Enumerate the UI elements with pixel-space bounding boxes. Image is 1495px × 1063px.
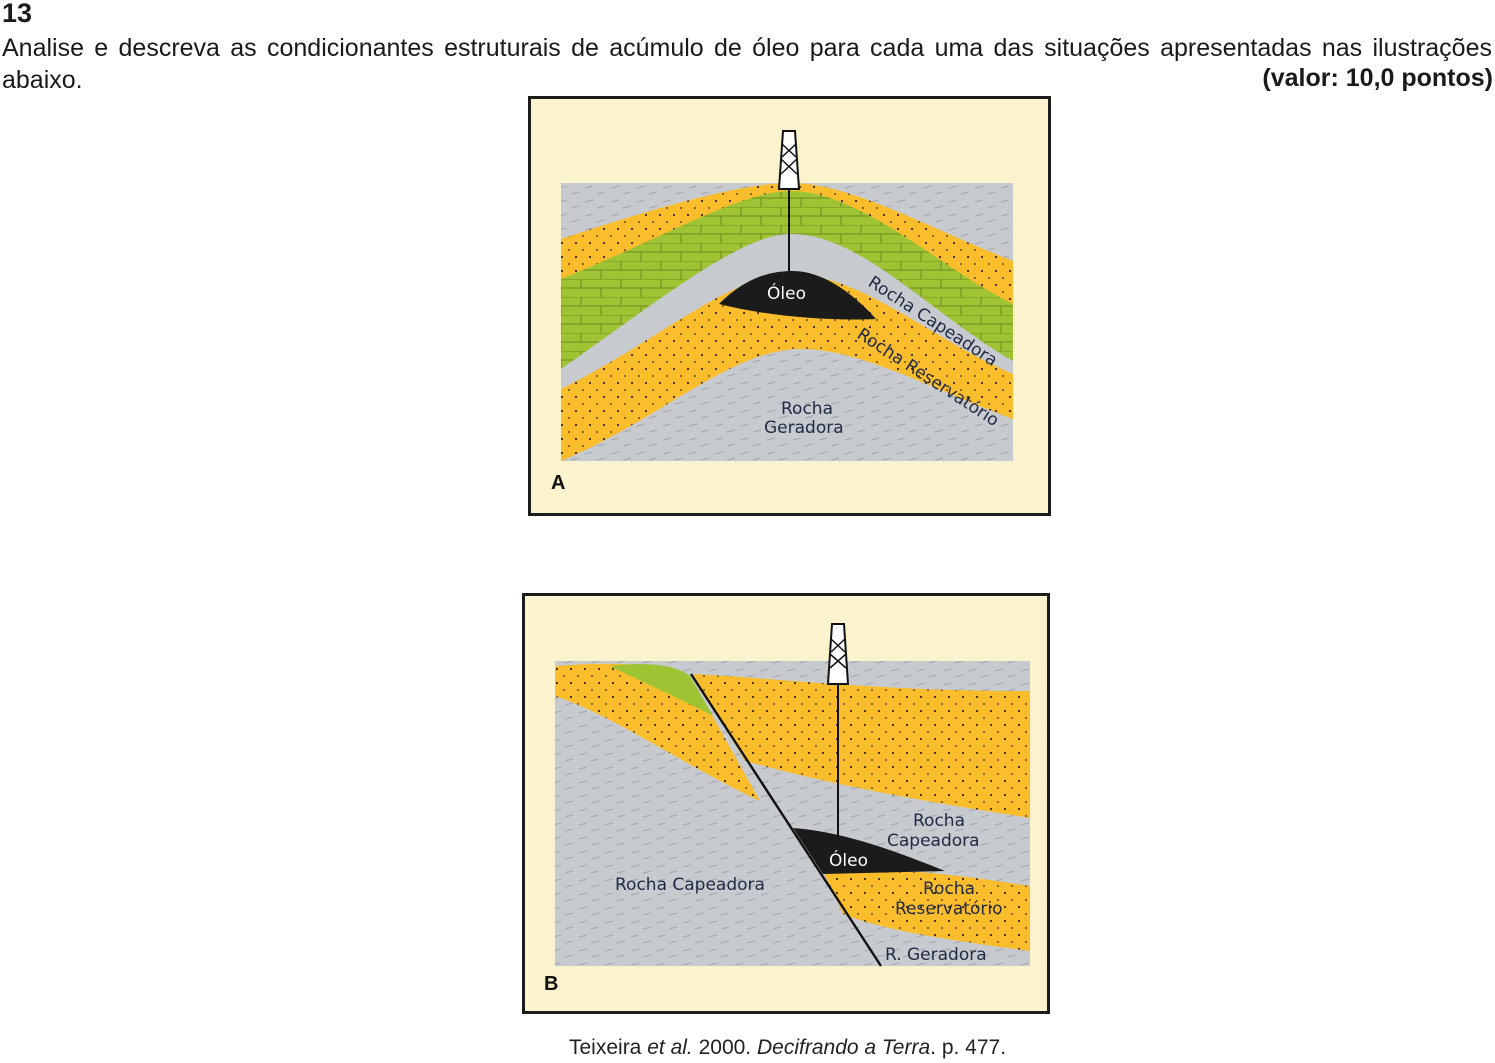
caption-year: 2000.	[698, 1036, 752, 1059]
question-number: 13	[2, 0, 33, 28]
fig-a-label-oil: Óleo	[767, 282, 806, 304]
fig-b-label-reservoir-1: Rocha	[923, 879, 975, 899]
fig-b-label-reservoir-2: Reservatório	[895, 899, 1002, 919]
fig-b-label-cap-right-1: Rocha	[913, 811, 965, 831]
figure-b-fault-trap: Rocha Capeadora Óleo Rocha Capeadora Roc…	[522, 593, 1050, 1014]
fig-a-label-source-1: Rocha	[781, 399, 833, 419]
caption-author: Teixeira	[569, 1036, 642, 1059]
caption-title: Decifrando a Terra	[757, 1036, 931, 1059]
drilling-rig-icon	[826, 623, 850, 836]
drilling-rig-icon	[777, 130, 801, 271]
fig-a-label-source-2: Geradora	[764, 418, 844, 438]
fig-b-label-cap-right-2: Capeadora	[887, 831, 980, 851]
fault-line	[689, 673, 883, 967]
fig-b-letter: B	[544, 973, 559, 995]
figure-a-illustration: Óleo Rocha Capeadora Rocha Reservatório …	[561, 130, 1013, 461]
fig-b-label-cap-left: Rocha Capeadora	[615, 875, 765, 895]
question-value: (valor: 10,0 pontos)	[1262, 64, 1493, 92]
caption-page: . p. 477.	[930, 1036, 1007, 1059]
caption-etal: et al.	[647, 1036, 693, 1059]
question-prompt: Analise e descreva as condicionantes est…	[2, 34, 1492, 94]
fig-a-letter: A	[551, 472, 566, 494]
fig-b-label-oil: Óleo	[829, 849, 868, 871]
figure-caption: Teixeira et al. 2000. Decifrando a Terra…	[569, 1036, 1006, 1060]
figure-a-anticline-trap: Óleo Rocha Capeadora Rocha Reservatório …	[528, 96, 1051, 516]
figure-b-illustration: Rocha Capeadora Óleo Rocha Capeadora Roc…	[555, 623, 1030, 967]
fig-b-label-source: R. Geradora	[885, 945, 987, 965]
